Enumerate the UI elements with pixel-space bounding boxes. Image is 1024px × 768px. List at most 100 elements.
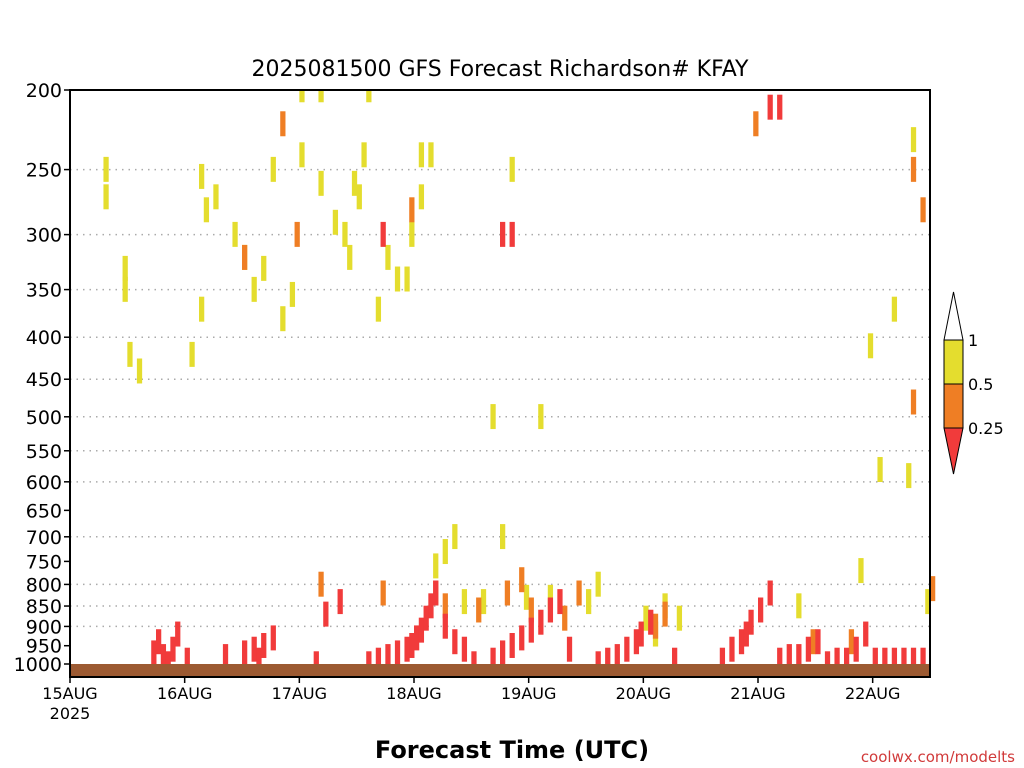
- ri-cell-ri_below_0_25: [151, 640, 157, 664]
- ri-cell-ri_0_25_to_0_5: [562, 605, 568, 631]
- ri-cell-ri_below_0_25: [337, 589, 343, 615]
- ri-cell-ri_0_5_to_1: [299, 142, 305, 168]
- ri-cell-ri_0_25_to_0_5: [280, 111, 286, 137]
- ri-cell-ri_0_25_to_0_5: [409, 197, 415, 223]
- ri-cell-ri_0_5_to_1: [366, 90, 372, 103]
- ri-cell-ri_0_25_to_0_5: [576, 580, 582, 606]
- ri-cell-ri_below_0_25: [729, 636, 735, 662]
- x-tick-label: 17AUG: [272, 684, 327, 703]
- ri-cell-ri_0_25_to_0_5: [753, 111, 759, 137]
- ri-cells: [103, 90, 936, 664]
- ri-cell-ri_0_5_to_1: [523, 584, 530, 610]
- ri-cell-ri_0_5_to_1: [251, 276, 257, 302]
- ri-cell-ri_0_25_to_0_5: [442, 593, 448, 619]
- y-tick-label: 600: [26, 472, 62, 494]
- ri-cell-ri_below_0_25: [796, 644, 802, 664]
- ri-cell-ri_0_5_to_1: [906, 463, 912, 489]
- ri-cell-ri_0_25_to_0_5: [848, 629, 855, 655]
- ri-cell-ri_below_0_25: [853, 636, 859, 662]
- x-tick-sublabel: 2025: [50, 704, 91, 723]
- ri-cell-ri_below_0_25: [566, 636, 573, 662]
- ri-cell-ri_0_5_to_1: [796, 593, 802, 619]
- ri-cell-ri_below_0_25: [509, 221, 515, 247]
- ri-cell-ri_0_5_to_1: [232, 221, 238, 247]
- ri-cell-ri_0_5_to_1: [409, 221, 415, 247]
- ri-cell-ri_below_0_25: [844, 647, 850, 664]
- ri-cell-ri_0_5_to_1: [586, 589, 592, 615]
- ri-cell-ri_0_5_to_1: [122, 255, 128, 281]
- ri-cell-ri_0_25_to_0_5: [318, 571, 324, 597]
- ri-cell-ri_below_0_25: [242, 640, 248, 664]
- ri-cell-ri_0_5_to_1: [877, 457, 883, 482]
- legend-level-label: 0.25: [968, 419, 1004, 438]
- y-tick-label: 950: [26, 636, 62, 658]
- ri-cell-ri_0_5_to_1: [858, 558, 864, 584]
- ri-cell-ri_0_25_to_0_5: [662, 601, 668, 627]
- ri-cell-ri_below_0_25: [777, 94, 783, 120]
- ri-cell-ri_below_0_25: [323, 601, 329, 627]
- legend-box-0-5-to-1: [943, 339, 964, 385]
- x-axis-label: Forecast Time (UTC): [375, 736, 649, 764]
- ri-cell-ri_below_0_25: [442, 613, 448, 639]
- ri-cell-ri_below_0_25: [805, 636, 812, 662]
- ri-cell-ri_below_0_25: [786, 644, 792, 664]
- y-tick-label: 400: [26, 327, 62, 349]
- ri-cell-ri_0_5_to_1: [356, 184, 362, 210]
- ri-cell-ri_0_25_to_0_5: [519, 567, 525, 593]
- x-tick-label: 21AUG: [730, 684, 785, 703]
- ri-cell-ri_0_5_to_1: [289, 281, 296, 307]
- x-tick-label: 18AUG: [386, 684, 441, 703]
- ri-cell-ri_0_5_to_1: [547, 584, 554, 610]
- ri-cell-ri_below_0_25: [409, 633, 415, 658]
- x-tick-label: 16AUG: [157, 684, 212, 703]
- ri-cell-ri_below_0_25: [251, 636, 257, 662]
- ri-cell-ri_below_0_25: [624, 636, 630, 662]
- ri-cell-ri_0_5_to_1: [461, 589, 468, 615]
- ri-cell-ri_below_0_25: [160, 644, 167, 664]
- ri-cell-ri_below_0_25: [767, 580, 773, 606]
- ri-cell-ri_below_0_25: [452, 629, 458, 655]
- ri-cell-ri_0_5_to_1: [318, 170, 324, 196]
- ri-cell-ri_below_0_25: [748, 609, 754, 635]
- ri-cell-ri_below_0_25: [509, 633, 515, 658]
- ri-cell-ri_below_0_25: [500, 640, 506, 664]
- ri-cell-ri_below_0_25: [557, 589, 563, 615]
- ri-cell-ri_0_5_to_1: [910, 127, 917, 153]
- ri-cell-ri_0_5_to_1: [538, 404, 544, 430]
- ri-cell-ri_0_5_to_1: [480, 589, 487, 615]
- ri-cell-ri_below_0_25: [872, 647, 878, 664]
- ri-cell-ri_0_25_to_0_5: [380, 580, 386, 606]
- ri-cell-ri_below_0_25: [614, 644, 620, 664]
- ri-cell-ri_below_0_25: [471, 651, 477, 664]
- ri-cell-ri_0_5_to_1: [428, 142, 434, 168]
- ri-cell-ri_below_0_25: [380, 221, 386, 247]
- x-tick-label: 19AUG: [501, 684, 556, 703]
- ri-cell-ri_0_5_to_1: [299, 90, 305, 103]
- ri-cell-ri_below_0_25: [672, 647, 678, 664]
- legend-arrow-bottom: [943, 427, 964, 475]
- legend-level-label: 0.5: [968, 375, 993, 394]
- ri-cell-ri_0_5_to_1: [361, 142, 367, 168]
- ri-cell-ri_below_0_25: [595, 651, 601, 664]
- ri-cell-ri_0_5_to_1: [103, 184, 109, 210]
- credit-text: coolwx.com/modelts: [861, 748, 1015, 766]
- ri-cell-ri_0_5_to_1: [261, 255, 267, 281]
- ri-cell-ri_0_25_to_0_5: [242, 244, 248, 270]
- ri-cell-ri_0_5_to_1: [867, 333, 874, 359]
- ri-cell-ri_below_0_25: [175, 621, 181, 647]
- y-tick-label: 850: [26, 596, 62, 618]
- ri-cell-ri_0_5_to_1: [203, 197, 210, 223]
- ri-cell-ri_0_5_to_1: [442, 539, 448, 565]
- x-tick-label: 15AUG: [42, 684, 97, 703]
- ri-cell-ri_below_0_25: [547, 597, 554, 623]
- x-tick-label: 20AUG: [616, 684, 671, 703]
- ri-cell-ri_0_5_to_1: [418, 184, 425, 210]
- ri-cell-ri_below_0_25: [461, 636, 468, 662]
- ri-cell-ri_0_5_to_1: [394, 266, 401, 292]
- ri-cell-ri_below_0_25: [882, 647, 888, 664]
- ri-cell-ri_below_0_25: [184, 647, 190, 664]
- ri-cell-ri_below_0_25: [165, 651, 171, 664]
- y-tick-label: 800: [26, 574, 62, 596]
- ri-cell-ri_0_5_to_1: [318, 90, 324, 103]
